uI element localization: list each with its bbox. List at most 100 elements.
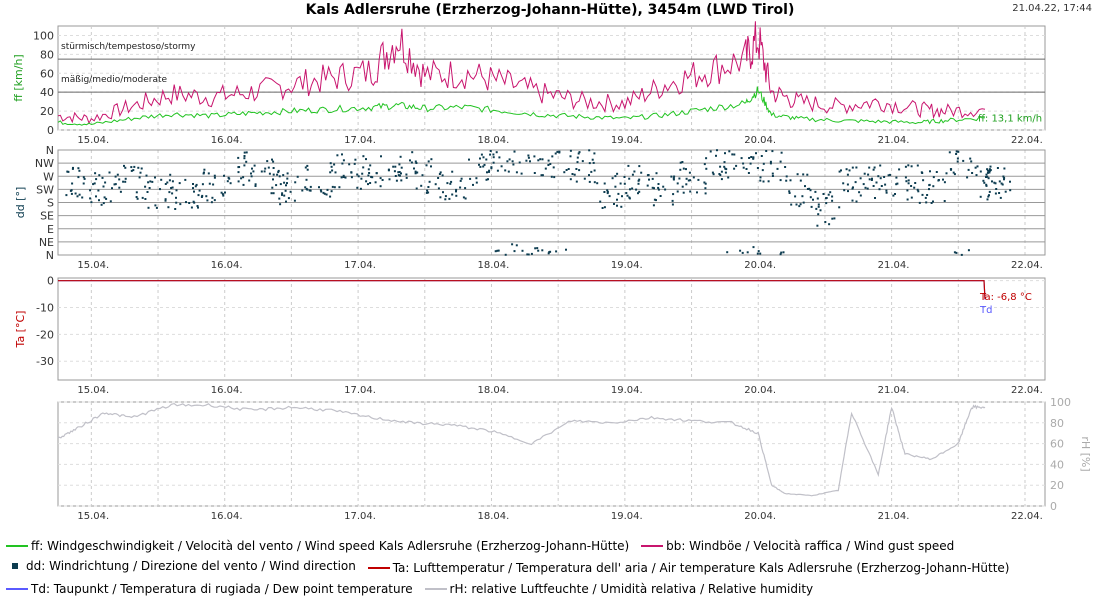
wind-direction-point (760, 155, 763, 157)
wind-direction-point (133, 165, 136, 168)
chart-canvas: 15.04. 16.04. 17.04. 18.04. 19.04. 20.04. 21.0… (12, 21, 1092, 522)
wind-direction-point (864, 186, 867, 189)
wind-direction-point (969, 157, 972, 160)
wind-direction-point (192, 187, 194, 190)
wind-direction-point (593, 181, 596, 184)
wind-direction-point (504, 253, 507, 256)
wind-direction-point (991, 180, 993, 183)
wind-direction-point (672, 178, 675, 181)
wind-direction-point (250, 175, 253, 178)
wind-direction-point (724, 171, 727, 174)
wind-direction-point (441, 174, 444, 177)
wind-direction-point (887, 174, 890, 177)
wind-direction-point (728, 150, 731, 153)
wind-direction-point (527, 253, 530, 256)
wind-direction-point (415, 187, 418, 190)
wind-direction-point (998, 192, 1001, 194)
wind-direction-point (646, 184, 649, 187)
wind-direction-point (879, 164, 882, 167)
wind-direction-point (653, 187, 655, 190)
wind-direction-point (851, 199, 854, 202)
wind-direction-point (606, 189, 609, 192)
wind-direction-point (995, 188, 998, 190)
wind-direction-point (603, 191, 606, 193)
wind-direction-point (140, 167, 143, 170)
wind-direction-point (590, 170, 593, 173)
wind-direction-point (875, 181, 878, 184)
wind-direction-point (164, 199, 167, 202)
wind-direction-point (576, 156, 579, 159)
wind-direction-point (171, 192, 174, 195)
wind-direction-point (319, 189, 322, 192)
legend-swatch-ff (6, 545, 28, 547)
wind-direction-point (137, 166, 140, 169)
wind-direction-point (676, 182, 679, 185)
wind-direction-point (326, 188, 329, 191)
y-tick-label: 80 (1050, 417, 1064, 430)
wind-direction-point (65, 194, 68, 197)
wind-direction-point (444, 195, 447, 198)
wind-direction-point (281, 193, 283, 196)
wind-direction-point (932, 185, 935, 188)
wind-direction-point (929, 170, 931, 173)
wind-direction-point (333, 163, 336, 166)
x-tick-label: 17.04. (344, 385, 376, 396)
wind-direction-point (784, 166, 787, 168)
wind-direction-point (682, 167, 685, 170)
wind-direction-point (740, 157, 743, 160)
wind-direction-point (486, 171, 488, 174)
wind-direction-point (916, 188, 919, 191)
wind-direction-point (801, 195, 804, 198)
wind-direction-point (681, 161, 684, 163)
wind-direction-point (272, 167, 275, 169)
wind-direction-point (816, 197, 819, 200)
wind-direction-point (685, 177, 688, 180)
x-tick-label: 17.04. (344, 511, 376, 522)
wind-direction-point (197, 194, 200, 197)
legend-swatch-ta (367, 567, 390, 569)
wind-direction-point (825, 202, 828, 205)
wind-direction-point (94, 172, 97, 175)
wind-direction-point (286, 177, 289, 180)
wind-direction-point (547, 159, 550, 162)
wind-direction-point (799, 179, 802, 182)
wind-direction-point (914, 182, 917, 184)
wind-direction-point (1009, 189, 1012, 192)
wind-direction-point (434, 183, 437, 186)
legend-item-ta: Ta: Lufttemperatur / Temperatura dell' a… (367, 561, 1009, 575)
wind-direction-point (871, 177, 873, 180)
wind-direction-point (720, 178, 723, 181)
wind-direction-point (840, 169, 842, 172)
wind-direction-point (723, 161, 726, 164)
wind-direction-point (617, 192, 620, 195)
legend-label-ff: ff: Windgeschwindigkeit / Velocità del v… (31, 539, 630, 553)
wind-direction-point (488, 170, 490, 173)
wind-direction-point (885, 191, 888, 194)
wind-direction-point (724, 152, 726, 155)
wind-direction-point (884, 183, 887, 186)
wind-direction-point (540, 174, 543, 177)
wind-direction-point (144, 185, 147, 188)
wind-direction-point (697, 178, 700, 181)
wind-direction-point (577, 152, 580, 155)
ff-current-value: ff: 13,1 km/h (978, 114, 1042, 125)
wind-direction-point (430, 165, 432, 168)
wind-direction-point (759, 179, 762, 182)
wind-direction-point (304, 186, 307, 189)
wind-direction-point (771, 150, 774, 153)
wind-direction-point (338, 186, 341, 189)
wind-direction-point (757, 250, 760, 253)
wind-direction-point (815, 207, 818, 210)
wind-direction-point (704, 187, 707, 190)
wind-direction-point (485, 158, 488, 161)
wind-direction-point (608, 195, 611, 198)
x-tick-label: 20.04. (744, 135, 776, 146)
wind-direction-point (989, 165, 992, 168)
wind-direction-point (425, 191, 428, 194)
wind-direction-point (806, 188, 809, 190)
wind-direction-point (703, 163, 706, 166)
wind-direction-point (362, 155, 365, 158)
wind-direction-point (400, 172, 402, 175)
wind-direction-point (286, 182, 288, 185)
wind-direction-point (983, 181, 986, 184)
